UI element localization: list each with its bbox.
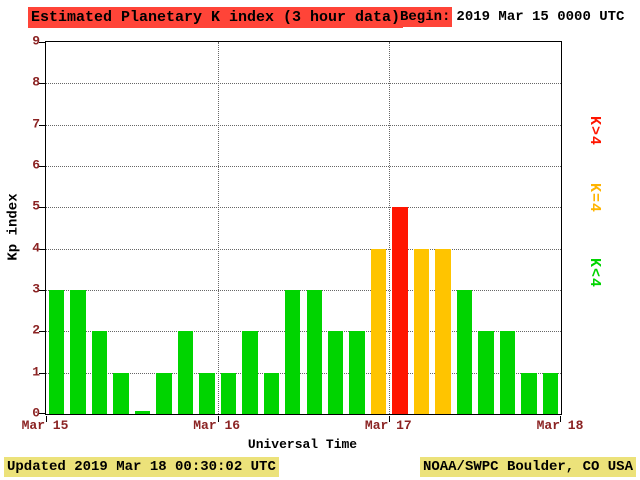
kp-bar — [220, 372, 237, 414]
y-tick-label: 2 — [32, 322, 40, 338]
y-tick-mark — [39, 290, 45, 291]
kp-bar — [478, 331, 494, 414]
horizontal-gridline — [46, 166, 561, 167]
y-tick-mark — [39, 413, 45, 414]
y-tick-label: 0 — [32, 405, 40, 421]
y-tick-label: 6 — [32, 157, 40, 173]
y-axis-tick-labels: 0 1 2 3 4 5 6 7 8 9 — [18, 35, 40, 420]
y-tick-mark — [39, 331, 45, 333]
y-tick-label: 7 — [32, 116, 40, 132]
vertical-gridline — [217, 42, 219, 414]
legend-item: K=4 — [586, 183, 603, 214]
x-tick-label: Mar 18 — [536, 418, 584, 433]
y-tick-label: 4 — [32, 240, 40, 256]
plot-area — [39, 41, 562, 422]
updated-timestamp: Updated 2019 Mar 18 00:30:02 UTC — [4, 457, 279, 477]
x-tick-label: Mar 15 — [21, 418, 69, 433]
kp-bar — [113, 372, 129, 414]
y-tick-mark — [39, 83, 45, 85]
kp-bar — [349, 331, 365, 414]
kp-bar — [327, 331, 344, 414]
x-tick-mark — [217, 416, 219, 422]
horizontal-gridline — [46, 248, 561, 250]
y-tick-mark — [39, 207, 45, 209]
kp-bar — [456, 290, 473, 414]
horizontal-gridline — [46, 124, 561, 126]
horizontal-gridline — [46, 372, 561, 374]
kp-bar — [49, 290, 65, 414]
begin-value: 2019 Mar 15 0000 UTC — [456, 9, 625, 25]
x-axis-title: Universal Time — [247, 437, 358, 452]
kp-bar — [156, 372, 172, 414]
begin-block: Begin: 2019 Mar 15 0000 UTC — [398, 7, 625, 27]
kp-bar — [392, 207, 408, 414]
horizontal-gridline — [46, 331, 561, 333]
kp-bar — [521, 372, 537, 414]
x-tick-mark — [389, 416, 391, 422]
kp-bar — [413, 248, 430, 414]
y-tick-mark — [39, 372, 45, 374]
x-axis-tick-labels: Mar 15 Mar 16 Mar 17 Mar 18 — [22, 418, 584, 435]
legend-item: K<4 — [586, 258, 603, 289]
kp-bar — [263, 372, 280, 414]
y-tick-label: 5 — [32, 198, 40, 214]
kp-bar — [199, 372, 215, 414]
kp-bar — [370, 248, 387, 414]
kp-bar — [242, 331, 258, 414]
y-tick-mark — [39, 42, 45, 43]
y-tick-label: 9 — [32, 33, 40, 49]
kp-bar — [542, 372, 558, 414]
y-tick-label: 3 — [32, 281, 40, 297]
chart-title: Estimated Planetary K index (3 hour data… — [28, 7, 404, 28]
x-tick-mark — [46, 416, 47, 422]
horizontal-gridline — [46, 83, 561, 85]
horizontal-gridline — [46, 207, 561, 209]
vertical-gridline — [389, 42, 391, 414]
y-tick-label: 1 — [32, 364, 40, 380]
kp-bar — [70, 290, 86, 414]
kp-bar — [177, 331, 194, 414]
kp-bar — [134, 411, 151, 414]
y-tick-mark — [39, 166, 45, 167]
x-tick-label: Mar 16 — [193, 418, 241, 433]
begin-label: Begin: — [398, 7, 453, 27]
kp-bar — [435, 248, 451, 414]
horizontal-gridline — [46, 290, 561, 291]
y-axis-title: Kp index — [5, 193, 22, 261]
kp-bar — [91, 331, 108, 414]
legend-item: K>4 — [586, 116, 603, 147]
x-tick-mark — [560, 416, 561, 422]
y-tick-mark — [39, 248, 45, 250]
y-tick-label: 8 — [32, 74, 40, 90]
kp-bar — [499, 331, 516, 414]
kp-bar — [285, 290, 301, 414]
credit: NOAA/SWPC Boulder, CO USA — [419, 457, 636, 477]
y-tick-mark — [39, 124, 45, 126]
kp-bar — [306, 290, 322, 414]
x-tick-label: Mar 17 — [364, 418, 412, 433]
